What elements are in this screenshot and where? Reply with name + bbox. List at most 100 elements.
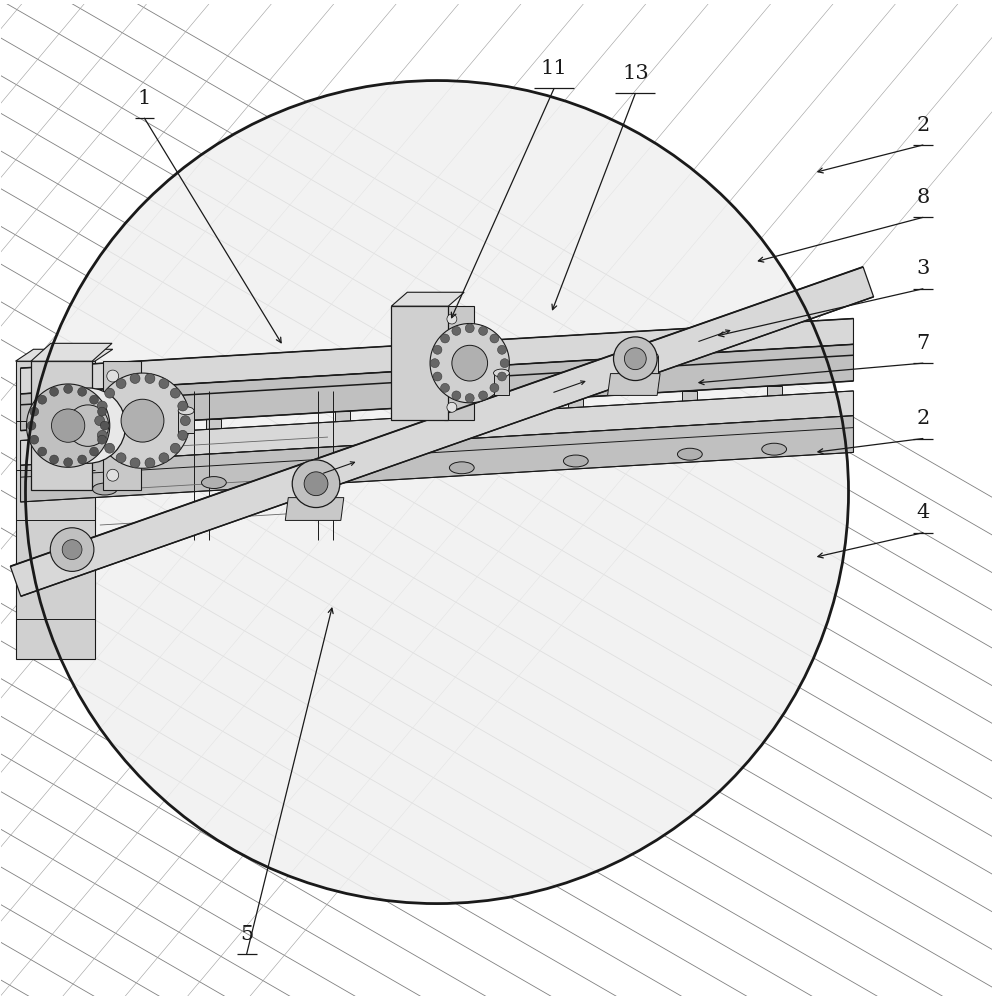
Circle shape (94, 416, 104, 426)
Polygon shape (285, 498, 344, 520)
Circle shape (178, 430, 188, 440)
Circle shape (63, 540, 82, 559)
Ellipse shape (178, 407, 194, 415)
Polygon shape (31, 361, 92, 490)
Circle shape (50, 455, 59, 464)
Circle shape (304, 472, 328, 496)
Circle shape (497, 345, 506, 354)
Circle shape (441, 334, 450, 343)
Circle shape (97, 401, 107, 411)
Circle shape (490, 383, 498, 392)
Circle shape (121, 399, 164, 442)
Ellipse shape (638, 351, 658, 361)
Circle shape (130, 458, 140, 468)
Text: 1: 1 (138, 89, 151, 108)
Circle shape (77, 387, 86, 396)
Circle shape (452, 345, 488, 381)
Circle shape (64, 458, 72, 467)
Circle shape (145, 374, 155, 383)
Bar (444, 306, 474, 420)
Circle shape (466, 394, 475, 403)
Polygon shape (391, 292, 464, 306)
Circle shape (116, 379, 126, 389)
Circle shape (441, 383, 450, 392)
Circle shape (490, 334, 498, 343)
Circle shape (89, 447, 98, 456)
Circle shape (479, 391, 488, 400)
Circle shape (97, 430, 107, 440)
Circle shape (625, 348, 646, 370)
Circle shape (97, 435, 106, 444)
Text: 8: 8 (917, 188, 929, 207)
Circle shape (145, 458, 155, 468)
Circle shape (95, 373, 190, 468)
Polygon shape (16, 349, 113, 361)
Polygon shape (391, 306, 448, 420)
Polygon shape (568, 398, 583, 455)
Circle shape (100, 421, 109, 430)
Polygon shape (10, 267, 874, 596)
Circle shape (130, 374, 140, 383)
Circle shape (466, 324, 475, 333)
Circle shape (97, 407, 106, 416)
Circle shape (452, 391, 461, 400)
Text: 2: 2 (917, 116, 929, 135)
Circle shape (107, 469, 119, 481)
Polygon shape (21, 391, 853, 465)
Circle shape (27, 421, 36, 430)
Circle shape (500, 359, 509, 368)
Ellipse shape (494, 369, 509, 377)
Polygon shape (608, 374, 660, 395)
Circle shape (107, 370, 119, 382)
Circle shape (178, 401, 188, 411)
Polygon shape (638, 356, 658, 384)
Circle shape (171, 443, 181, 453)
Text: 11: 11 (540, 59, 567, 78)
Ellipse shape (762, 443, 786, 455)
Circle shape (479, 326, 488, 335)
Bar (103, 361, 141, 490)
Ellipse shape (331, 469, 355, 481)
Ellipse shape (563, 455, 588, 467)
Circle shape (52, 409, 84, 442)
Polygon shape (494, 373, 509, 395)
Circle shape (614, 337, 657, 381)
Circle shape (447, 314, 457, 324)
Circle shape (51, 388, 126, 463)
Circle shape (30, 407, 39, 416)
Text: 2: 2 (917, 409, 929, 428)
Polygon shape (31, 343, 112, 361)
Polygon shape (178, 411, 194, 433)
Circle shape (104, 388, 114, 398)
Circle shape (30, 435, 39, 444)
Circle shape (159, 379, 169, 389)
Polygon shape (207, 419, 221, 477)
Circle shape (181, 416, 191, 426)
Circle shape (447, 402, 457, 412)
Circle shape (64, 385, 72, 393)
Circle shape (68, 405, 108, 446)
Circle shape (497, 372, 506, 381)
Text: 5: 5 (240, 925, 253, 944)
Circle shape (116, 453, 126, 463)
Polygon shape (336, 411, 351, 469)
Circle shape (89, 395, 98, 404)
Circle shape (430, 359, 439, 368)
Text: 7: 7 (917, 334, 929, 353)
Polygon shape (16, 361, 95, 659)
Circle shape (51, 528, 94, 571)
Polygon shape (682, 391, 697, 448)
Circle shape (430, 323, 509, 403)
Circle shape (26, 81, 849, 904)
Ellipse shape (92, 483, 117, 495)
Polygon shape (97, 426, 112, 483)
Text: 13: 13 (622, 64, 648, 83)
Circle shape (292, 460, 340, 508)
Circle shape (433, 372, 442, 381)
Ellipse shape (202, 477, 226, 488)
Polygon shape (21, 319, 853, 394)
Circle shape (452, 326, 461, 335)
Circle shape (159, 453, 169, 463)
Circle shape (38, 447, 47, 456)
Circle shape (104, 443, 114, 453)
